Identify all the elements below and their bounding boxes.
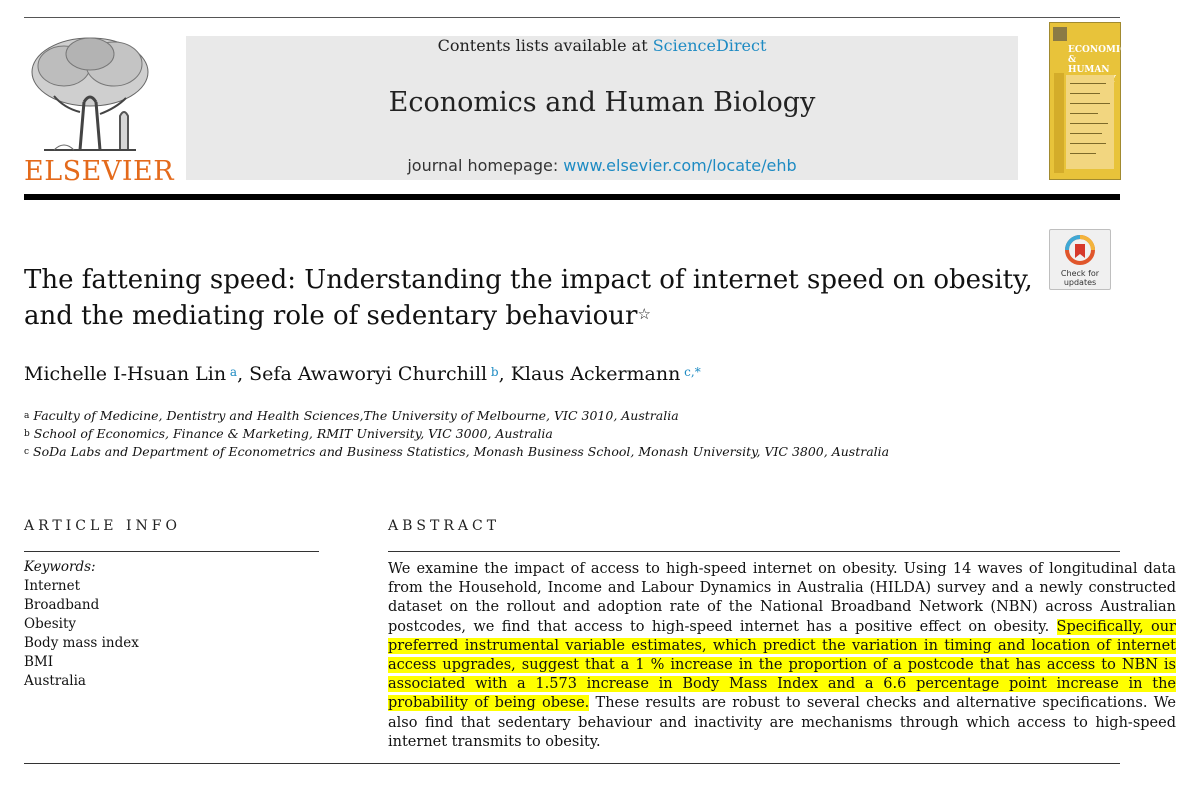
keyword-item: Australia bbox=[24, 673, 86, 689]
elsevier-logo[interactable]: ELSEVIER bbox=[24, 32, 174, 187]
homepage-line: journal homepage: www.elsevier.com/locat… bbox=[186, 156, 1018, 176]
header-divider bbox=[24, 194, 1120, 200]
keyword-item: BMI bbox=[24, 654, 54, 670]
affiliation-text: Faculty of Medicine, Dentistry and Healt… bbox=[33, 408, 679, 423]
contents-prefix: Contents lists available at bbox=[437, 36, 653, 55]
check-for-updates-button[interactable]: Check for updates bbox=[1049, 229, 1111, 290]
cover-contents-block bbox=[1066, 75, 1114, 169]
abstract-heading: ABSTRACT bbox=[388, 518, 501, 534]
article-info-heading: ARTICLE INFO bbox=[24, 518, 181, 534]
check-updates-icon bbox=[1065, 235, 1095, 265]
cover-line bbox=[1070, 113, 1098, 114]
affiliation-text: SoDa Labs and Department of Econometrics… bbox=[33, 444, 890, 459]
cover-line bbox=[1070, 83, 1106, 84]
affiliation-text: School of Economics, Finance & Marketing… bbox=[33, 426, 553, 441]
cover-line bbox=[1070, 143, 1106, 144]
title-footnote-star[interactable]: ☆ bbox=[637, 305, 651, 323]
article-title-block: The fattening speed: Understanding the i… bbox=[24, 262, 1034, 334]
author-name[interactable]: Klaus Ackermann bbox=[510, 363, 681, 385]
author-affiliation-link[interactable]: a bbox=[229, 365, 238, 379]
keyword-item: Body mass index bbox=[24, 635, 139, 651]
top-rule bbox=[24, 17, 1120, 18]
sciencedirect-link[interactable]: ScienceDirect bbox=[652, 36, 767, 55]
affiliation-mark: c bbox=[24, 447, 30, 457]
abstract-rule bbox=[388, 551, 1120, 552]
affiliation-item: c SoDa Labs and Department of Econometric… bbox=[24, 443, 1024, 461]
affiliation-mark: b bbox=[24, 429, 30, 439]
author-separator: , bbox=[498, 363, 511, 385]
abstract-text: We examine the impact of access to high-… bbox=[388, 560, 1176, 752]
keyword-item: Broadband bbox=[24, 597, 100, 613]
keyword-item: Internet bbox=[24, 578, 81, 594]
cover-line bbox=[1070, 123, 1108, 124]
journal-title: Economics and Human Biology bbox=[388, 87, 816, 118]
keywords-label: Keywords: bbox=[24, 559, 96, 575]
elsevier-wordmark: ELSEVIER bbox=[24, 156, 175, 187]
cover-side-strip bbox=[1054, 73, 1064, 173]
journal-banner: Contents lists available at ScienceDirec… bbox=[186, 36, 1018, 180]
cover-line bbox=[1070, 103, 1110, 104]
affiliations: a Faculty of Medicine, Dentistry and Heal… bbox=[24, 407, 1024, 461]
cover-line bbox=[1070, 133, 1102, 134]
keyword-item: Obesity bbox=[24, 616, 76, 632]
check-updates-line1: Check for bbox=[1060, 269, 1100, 278]
contents-line: Contents lists available at ScienceDirec… bbox=[186, 36, 1018, 56]
author-separator: , bbox=[237, 363, 250, 385]
keywords-block: Keywords: Internet Broadband Obesity Bod… bbox=[24, 558, 139, 691]
author-list: Michelle I-Hsuan Lin a, Sefa Awaworyi Ch… bbox=[24, 361, 1024, 387]
affiliation-item: b School of Economics, Finance & Marketin… bbox=[24, 425, 1024, 443]
abstract-part-2: These results are robust to several chec… bbox=[388, 695, 1176, 750]
affiliation-item: a Faculty of Medicine, Dentistry and Heal… bbox=[24, 407, 1024, 425]
article-title: The fattening speed: Understanding the i… bbox=[24, 265, 1033, 331]
tree-icon bbox=[31, 37, 149, 151]
author-name[interactable]: Michelle I-Hsuan Lin bbox=[24, 363, 227, 385]
author-affiliation-link[interactable]: b bbox=[490, 365, 499, 379]
homepage-link[interactable]: www.elsevier.com/locate/ehb bbox=[563, 156, 797, 175]
abstract-part-1: We examine the impact of access to high-… bbox=[388, 561, 1176, 635]
cover-line bbox=[1070, 153, 1096, 154]
cover-line bbox=[1070, 93, 1100, 94]
homepage-prefix: journal homepage: bbox=[407, 156, 564, 175]
author-name[interactable]: Sefa Awaworyi Churchill bbox=[249, 363, 488, 385]
affiliation-mark: a bbox=[24, 411, 30, 421]
journal-cover-thumbnail[interactable]: ECONOMICS & HUMAN BIOLOGY bbox=[1049, 22, 1134, 180]
bottom-rule bbox=[24, 763, 1120, 764]
author-affiliation-link[interactable]: c,* bbox=[684, 365, 701, 379]
cover-logo bbox=[1053, 27, 1067, 41]
check-updates-line2: updates bbox=[1063, 278, 1097, 287]
article-info-rule bbox=[24, 551, 319, 552]
